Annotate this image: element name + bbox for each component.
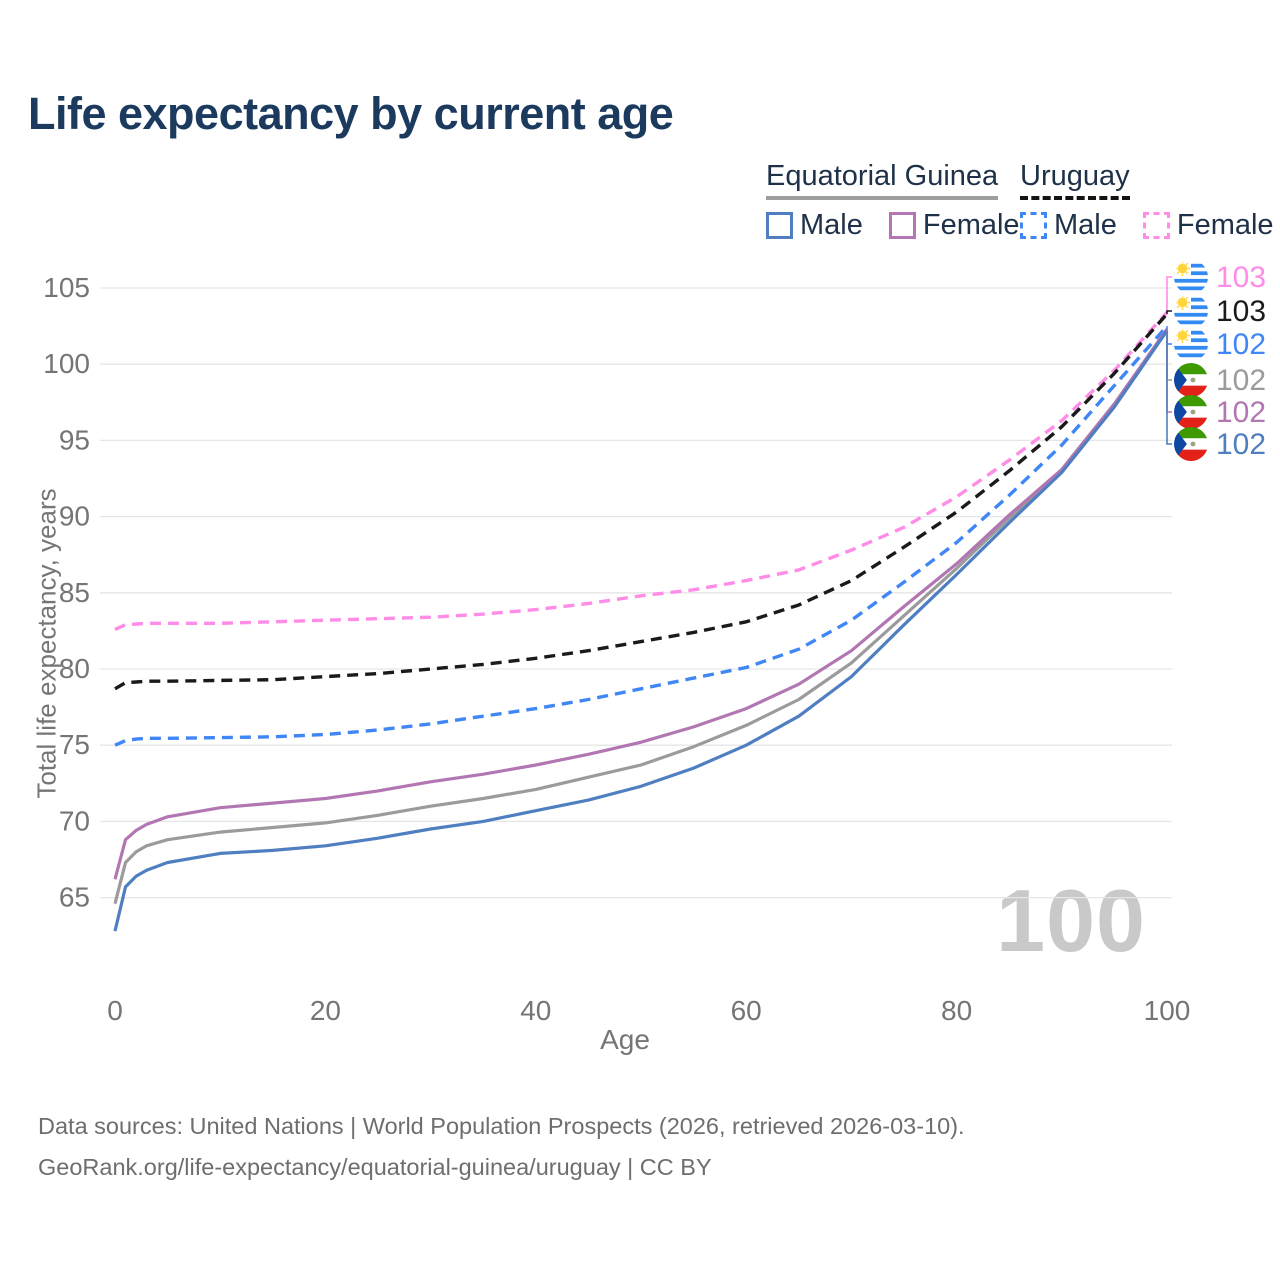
y-tick-label: 100 bbox=[43, 348, 90, 379]
data-sources-text: Data sources: United Nations | World Pop… bbox=[38, 1113, 965, 1139]
legend-item-label: Male bbox=[800, 209, 863, 241]
footer: Data sources: United Nations | World Pop… bbox=[38, 1106, 965, 1188]
uruguay-flag-icon bbox=[1174, 327, 1208, 361]
y-tick-label: 95 bbox=[59, 424, 90, 455]
legend-item-uruguay-female[interactable]: Female bbox=[1142, 209, 1274, 242]
end-value-label: 103 bbox=[1216, 295, 1266, 328]
legend-item-label: Female bbox=[922, 209, 1020, 241]
x-tick-label: 80 bbox=[941, 995, 972, 1026]
x-tick-label: 60 bbox=[731, 995, 762, 1026]
end-value-label: 103 bbox=[1216, 261, 1266, 294]
eqg-male-swatch-icon bbox=[766, 212, 793, 239]
y-axis-label: Total life expectancy, years bbox=[31, 488, 62, 799]
uruguay-female-swatch-icon bbox=[1142, 212, 1170, 239]
end-label-connector bbox=[1166, 330, 1172, 445]
x-tick-label: 40 bbox=[520, 995, 551, 1026]
end-label-connector bbox=[1166, 310, 1172, 314]
equatorial-guinea-flag-icon bbox=[1174, 427, 1208, 461]
legend-item-label: Male bbox=[1054, 209, 1117, 241]
legend-country-uruguay[interactable]: Uruguay bbox=[1020, 160, 1130, 200]
y-tick-label: 90 bbox=[59, 501, 90, 532]
y-tick-label: 75 bbox=[59, 729, 90, 760]
end-value-label: 102 bbox=[1216, 428, 1266, 461]
series-line-uruguay-female[interactable] bbox=[114, 311, 1169, 631]
y-tick-label: 65 bbox=[59, 882, 90, 913]
equatorial-guinea-flag-icon bbox=[1174, 363, 1208, 397]
uruguay-male-swatch-icon bbox=[1020, 212, 1047, 239]
equatorial-guinea-flag-icon bbox=[1174, 395, 1208, 429]
legend-item-uruguay-male[interactable]: Male bbox=[1020, 209, 1117, 242]
age-counter-watermark: 100 bbox=[996, 871, 1146, 970]
series-line-equatorial-guinea-both-sexes[interactable] bbox=[113, 329, 1169, 905]
legend-item-eqg-female[interactable]: Female bbox=[888, 209, 1020, 242]
series-line-equatorial-guinea-male[interactable] bbox=[113, 329, 1169, 932]
end-value-label: 102 bbox=[1216, 364, 1266, 397]
x-tick-label: 20 bbox=[310, 995, 341, 1026]
legend-item-eqg-male[interactable]: Male bbox=[766, 209, 863, 242]
y-tick-label: 70 bbox=[59, 805, 90, 836]
x-tick-label: 0 bbox=[107, 995, 123, 1026]
series-line-equatorial-guinea-female[interactable] bbox=[113, 328, 1169, 880]
attribution-text: GeoRank.org/life-expectancy/equatorial-g… bbox=[38, 1154, 712, 1180]
y-tick-label: 80 bbox=[59, 653, 90, 684]
y-tick-label: 85 bbox=[59, 577, 90, 608]
end-label-connector bbox=[1166, 276, 1172, 313]
uruguay-flag-icon bbox=[1174, 260, 1208, 294]
legend-item-label: Female bbox=[1176, 209, 1274, 241]
end-value-label: 102 bbox=[1216, 328, 1266, 361]
eqg-female-swatch-icon bbox=[888, 212, 916, 239]
end-value-label: 102 bbox=[1216, 396, 1266, 429]
series-line-uruguay-male[interactable] bbox=[114, 324, 1169, 747]
uruguay-flag-icon bbox=[1174, 294, 1208, 328]
legend-country-equatorial-guinea[interactable]: Equatorial Guinea bbox=[766, 160, 999, 200]
y-tick-label: 105 bbox=[43, 272, 90, 303]
legend-group-equatorial-guinea: Equatorial Guinea Male Female bbox=[766, 160, 1020, 242]
series-line-uruguay-both-sexes[interactable] bbox=[114, 312, 1169, 691]
x-tick-label: 100 bbox=[1144, 995, 1191, 1026]
x-axis-label: Age bbox=[600, 1024, 650, 1055]
page-title: Life expectancy by current age bbox=[28, 88, 674, 139]
legend-group-uruguay: Uruguay Male Female bbox=[1020, 160, 1274, 242]
